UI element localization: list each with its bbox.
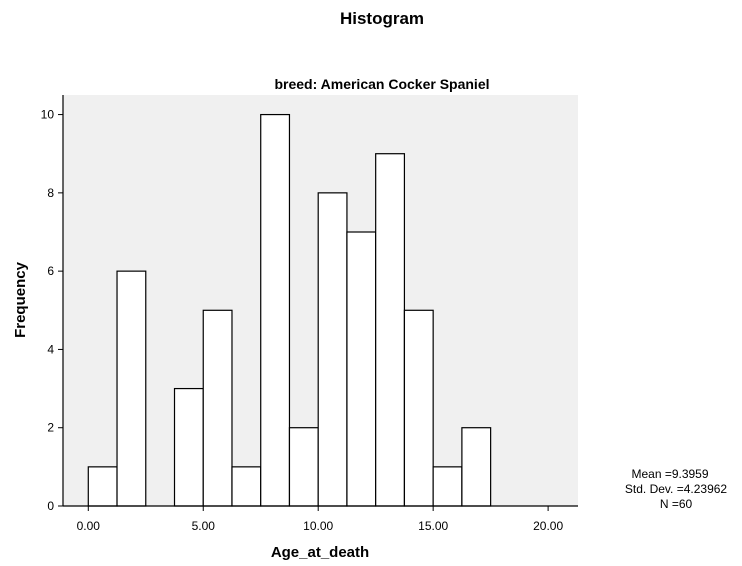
stats-n: N =60 — [660, 497, 693, 511]
histogram-bar-11 — [403, 309, 434, 507]
histogram-bar-6 — [260, 113, 291, 507]
histogram-bar-5 — [231, 466, 262, 507]
x-tick-label: 0.00 — [77, 519, 101, 533]
histogram-bar-12 — [432, 466, 463, 507]
histogram-bar-8 — [317, 192, 348, 507]
y-axis-title: Frequency — [12, 261, 29, 338]
chart-title: Histogram — [340, 9, 424, 28]
histogram-bar-9 — [346, 231, 377, 507]
ticks-group: 0 2 4 6 8 10 0.00 5.00 10.00 15.00 20.00 — [41, 108, 564, 533]
histogram-bar-7 — [288, 427, 319, 507]
y-tick-label: 8 — [47, 186, 54, 200]
histogram-bar-3 — [173, 387, 204, 507]
stats-std-dev: Std. Dev. =4.23962 — [625, 482, 728, 496]
x-tick-label: 10.00 — [303, 519, 333, 533]
x-tick-label: 15.00 — [418, 519, 448, 533]
stats-mean: Mean =9.3959 — [631, 467, 708, 481]
chart-subtitle: breed: American Cocker Spaniel — [274, 76, 489, 92]
y-tick-label: 10 — [41, 108, 55, 122]
histogram-bar-1 — [116, 270, 147, 507]
histogram-bar-0 — [87, 466, 118, 507]
histogram-bar-10 — [375, 153, 406, 507]
histogram-bar-4 — [202, 309, 233, 507]
bars-group — [87, 113, 492, 507]
x-axis-title: Age_at_death — [271, 544, 369, 561]
histogram-bar-13 — [461, 427, 492, 507]
axes-group — [62, 95, 578, 507]
y-tick-label: 2 — [47, 421, 54, 435]
y-tick-label: 0 — [47, 499, 54, 513]
x-tick-label: 20.00 — [533, 519, 563, 533]
y-tick-label: 4 — [47, 342, 54, 356]
x-tick-label: 5.00 — [192, 519, 216, 533]
y-tick-label: 6 — [47, 264, 54, 278]
